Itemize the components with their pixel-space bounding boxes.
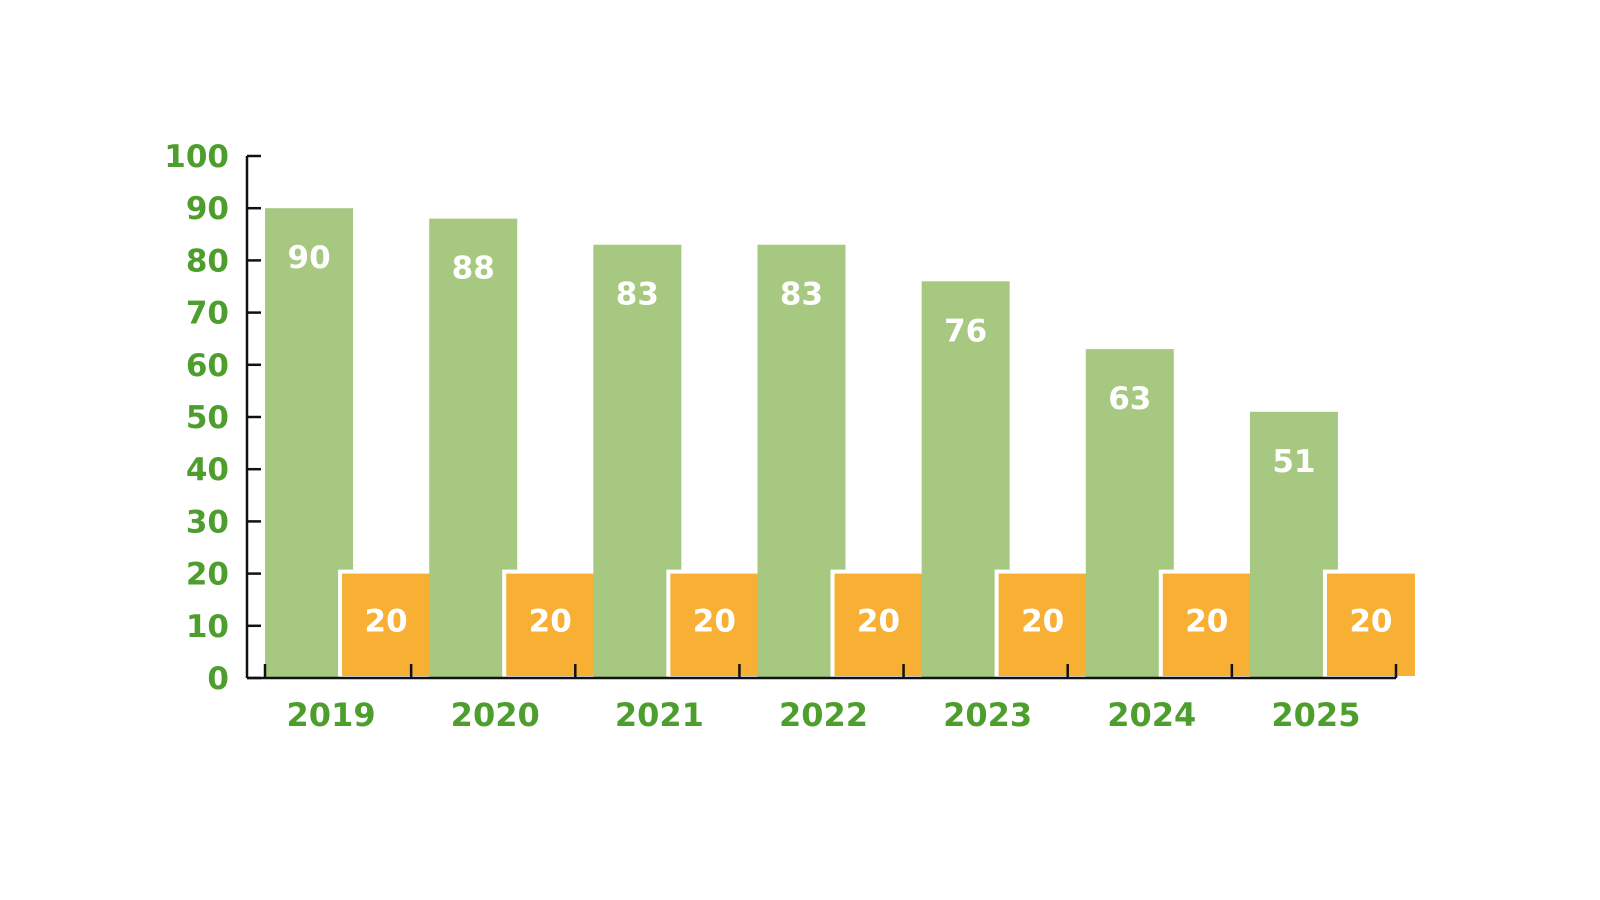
bar-label-series2-2025: 20 (1349, 604, 1392, 640)
x-tick-label-2020: 2020 (451, 696, 540, 734)
y-tick-label: 30 (186, 504, 229, 540)
bar-label-series1-2024: 63 (1108, 381, 1151, 417)
bar-label-series2-2023: 20 (1021, 604, 1064, 640)
y-tick-label: 70 (186, 296, 229, 332)
x-tick-label-2025: 2025 (1271, 696, 1360, 734)
y-tick-label: 50 (186, 400, 229, 436)
y-tick-label: 80 (186, 243, 229, 279)
bar-label-series1-2021: 83 (616, 277, 659, 313)
x-axis: 2019 2020 2021 2022 2023 2024 2025 (247, 664, 1398, 734)
bar-series2-2020 (502, 569, 599, 680)
bar-series2-2024 (1158, 569, 1255, 680)
bar-series2-2023 (994, 569, 1091, 680)
y-tick-label: 0 (207, 661, 229, 697)
y-tick-label: 100 (164, 139, 229, 175)
bar-series2-2019 (338, 569, 435, 680)
bar-label-series1-2019: 90 (288, 240, 331, 276)
bar-series2-2021 (666, 569, 763, 680)
bar-label-series1-2025: 51 (1272, 444, 1315, 480)
x-tick-label-2021: 2021 (615, 696, 704, 734)
y-axis: 0 10 20 30 40 50 60 70 80 90 100 (164, 139, 261, 697)
bar-label-series2-2021: 20 (693, 604, 736, 640)
y-tick-label: 60 (186, 348, 229, 384)
x-tick-label-2022: 2022 (779, 696, 868, 734)
bar-label-series2-2022: 20 (857, 604, 900, 640)
bars: 90 20 88 20 83 20 83 20 76 20 63 20 51 20 (265, 208, 1419, 680)
y-tick-label: 40 (186, 452, 229, 488)
bar-label-series1-2022: 83 (780, 277, 823, 313)
x-tick-label-2023: 2023 (943, 696, 1032, 734)
bar-series2-2022 (830, 569, 927, 680)
bar-label-series1-2023: 76 (944, 313, 987, 349)
y-tick-label: 10 (186, 609, 229, 645)
x-tick-label-2024: 2024 (1107, 696, 1196, 734)
y-tick-label: 90 (186, 191, 229, 227)
bar-label-series1-2020: 88 (452, 251, 495, 287)
bar-label-series2-2024: 20 (1185, 604, 1228, 640)
bar-label-series2-2019: 20 (365, 604, 408, 640)
y-tick-label: 20 (186, 557, 229, 593)
bar-label-series2-2020: 20 (529, 604, 572, 640)
x-tick-label-2019: 2019 (287, 696, 376, 734)
